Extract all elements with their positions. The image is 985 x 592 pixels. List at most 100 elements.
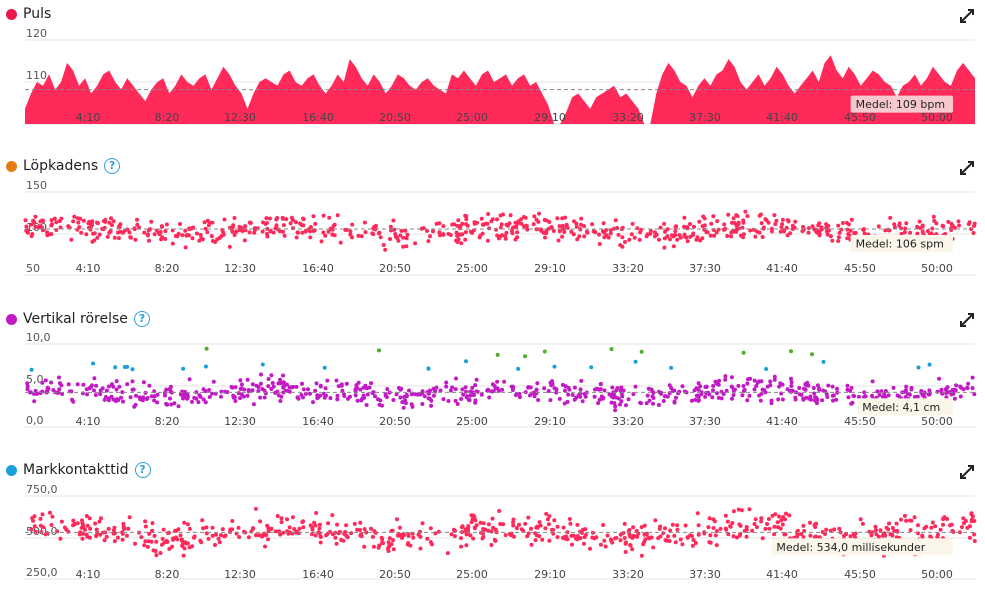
gct-title-text: Markkontakttid <box>23 462 129 478</box>
data-point <box>250 526 255 531</box>
data-point <box>40 389 45 394</box>
data-point <box>543 235 547 240</box>
data-point <box>359 534 364 539</box>
data-point <box>152 232 157 237</box>
data-point <box>480 222 485 227</box>
data-point <box>485 238 490 243</box>
data-point <box>176 527 181 532</box>
data-point <box>201 526 206 531</box>
data-point <box>817 221 822 226</box>
data-point <box>301 525 306 530</box>
data-point <box>54 220 59 225</box>
question-circle-icon[interactable]: ? <box>134 462 151 478</box>
data-point <box>618 402 622 407</box>
data-point <box>670 233 674 238</box>
data-point <box>772 532 777 537</box>
data-point <box>468 229 473 234</box>
data-point <box>557 224 562 229</box>
data-point <box>24 224 29 229</box>
data-point <box>540 537 545 542</box>
data-point <box>915 224 920 229</box>
data-point <box>753 234 758 239</box>
data-point <box>210 239 215 243</box>
data-point <box>715 219 720 224</box>
data-point <box>620 235 625 240</box>
data-point <box>169 390 174 395</box>
data-point <box>72 214 77 219</box>
data-point <box>601 221 606 226</box>
data-point <box>127 515 132 520</box>
data-point <box>820 530 825 534</box>
data-point <box>130 367 135 372</box>
data-point <box>646 535 651 540</box>
data-point <box>825 395 830 399</box>
data-point <box>132 404 137 409</box>
data-point <box>58 536 63 541</box>
data-point <box>682 389 687 394</box>
data-point <box>723 513 728 518</box>
data-point <box>32 399 37 404</box>
data-point <box>723 374 728 379</box>
data-point <box>525 534 530 539</box>
question-circle-icon[interactable]: ? <box>133 311 150 327</box>
data-point <box>526 385 531 390</box>
data-point <box>657 237 661 242</box>
question-circle-icon[interactable]: ? <box>104 158 121 174</box>
data-point <box>767 526 772 531</box>
data-point <box>402 533 406 538</box>
data-point <box>318 384 323 389</box>
data-point <box>689 398 694 403</box>
data-point <box>575 522 580 527</box>
gct-title: Markkontakttid ? <box>6 462 151 478</box>
data-point <box>961 516 966 521</box>
data-point <box>745 381 750 386</box>
data-point <box>555 535 560 540</box>
data-point <box>902 513 907 518</box>
data-point <box>670 522 675 527</box>
data-point <box>603 544 608 549</box>
expand-icon[interactable] <box>959 160 975 176</box>
data-point <box>503 533 508 538</box>
data-point <box>554 390 559 395</box>
data-point <box>915 231 920 236</box>
data-point <box>92 388 96 393</box>
expand-icon[interactable] <box>959 8 975 24</box>
expand-icon[interactable] <box>959 312 975 328</box>
data-point <box>621 388 626 393</box>
data-point <box>112 531 117 536</box>
data-point <box>178 533 183 538</box>
data-point <box>377 543 382 548</box>
data-point <box>121 399 125 404</box>
data-point <box>120 530 125 535</box>
data-point <box>85 392 89 397</box>
data-point <box>198 538 203 543</box>
average-label: Medel: 4,1 cm <box>862 401 940 414</box>
data-point <box>279 516 284 521</box>
data-point <box>575 534 580 539</box>
data-point <box>344 381 349 386</box>
data-point <box>945 517 950 521</box>
expand-icon[interactable] <box>959 464 975 480</box>
data-point <box>785 218 790 223</box>
data-point <box>622 521 627 526</box>
data-point <box>944 395 949 400</box>
data-point <box>966 222 971 227</box>
data-point <box>878 528 883 533</box>
data-point <box>75 521 80 526</box>
data-point <box>731 216 736 221</box>
data-point <box>474 377 479 382</box>
data-point <box>41 525 46 530</box>
data-point <box>546 389 551 393</box>
data-point <box>765 384 770 389</box>
data-point <box>141 395 146 400</box>
data-point <box>806 226 811 231</box>
data-point <box>203 226 208 231</box>
data-point <box>713 379 718 384</box>
data-point <box>658 524 663 529</box>
data-point <box>772 374 777 379</box>
data-point <box>117 384 122 389</box>
data-point <box>754 384 759 388</box>
data-point <box>275 514 280 518</box>
data-point <box>66 224 71 229</box>
data-point <box>873 524 878 529</box>
